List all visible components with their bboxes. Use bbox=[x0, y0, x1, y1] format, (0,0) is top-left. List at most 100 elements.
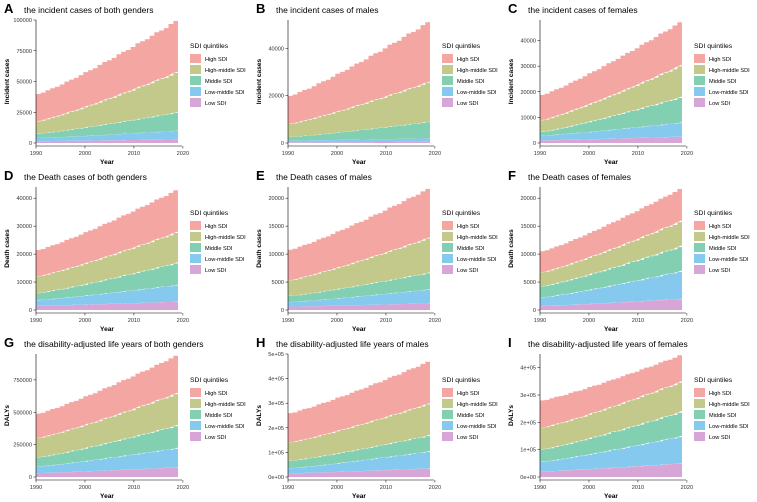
area-low-sdi bbox=[540, 463, 682, 477]
x-tick-label: 2020 bbox=[681, 485, 693, 491]
legend-swatch bbox=[694, 388, 705, 397]
area-high-sdi bbox=[540, 187, 682, 273]
area-low-middle-sdi bbox=[540, 435, 682, 472]
legend-label: High SDI bbox=[709, 224, 732, 230]
x-axis-label: Year bbox=[604, 326, 618, 333]
area-middle-sdi bbox=[36, 424, 178, 467]
y-tick-label: 30000 bbox=[16, 224, 32, 230]
legend-swatch bbox=[190, 98, 201, 107]
area-low-middle-sdi bbox=[288, 450, 430, 474]
area-high-sdi bbox=[288, 20, 430, 124]
legend-swatch bbox=[442, 65, 453, 74]
legend-title: SDI quintiles bbox=[442, 377, 481, 384]
area-low-middle-sdi bbox=[36, 447, 178, 474]
y-tick-label: 50000 bbox=[16, 80, 32, 86]
x-tick-label: 1990 bbox=[282, 151, 294, 157]
y-tick-label: 750000 bbox=[13, 378, 32, 384]
legend-label: High SDI bbox=[457, 224, 480, 230]
legend-label: Low SDI bbox=[205, 435, 227, 441]
legend-swatch bbox=[694, 87, 705, 96]
area-high-sdi bbox=[288, 187, 430, 281]
x-tick-label: 1990 bbox=[534, 151, 546, 157]
legend-swatch bbox=[694, 254, 705, 263]
legend-label: Low-middle SDI bbox=[457, 90, 497, 96]
legend-swatch bbox=[442, 98, 453, 107]
y-tick-label: 1e+05 bbox=[520, 448, 536, 454]
legend-label: Low SDI bbox=[457, 101, 479, 107]
area-low-sdi bbox=[540, 298, 682, 310]
legend-swatch bbox=[190, 432, 201, 441]
legend-label: High SDI bbox=[457, 391, 480, 397]
legend-swatch bbox=[190, 243, 201, 252]
y-tick-label: 0 bbox=[533, 141, 536, 147]
legend-label: Low SDI bbox=[205, 268, 227, 274]
y-tick-label: 0 bbox=[29, 475, 32, 481]
y-tick-label: 250000 bbox=[13, 443, 32, 449]
area-low-middle-sdi bbox=[36, 130, 178, 142]
y-tick-label: 5000 bbox=[524, 280, 536, 286]
legend-label: Low-middle SDI bbox=[709, 90, 749, 96]
y-tick-label: 1e+05 bbox=[268, 450, 284, 456]
legend-swatch bbox=[442, 221, 453, 230]
legend-swatch bbox=[190, 265, 201, 274]
y-tick-label: 20000 bbox=[520, 196, 536, 202]
legend-label: Low SDI bbox=[709, 435, 731, 441]
chart-title: the disability-adjusted life years of ma… bbox=[276, 339, 429, 349]
x-tick-label: 1990 bbox=[534, 485, 546, 491]
y-axis-label: Incident cases bbox=[508, 58, 515, 104]
area-high-middle-sdi bbox=[540, 220, 682, 287]
legend-swatch bbox=[190, 221, 201, 230]
legend-swatch bbox=[694, 221, 705, 230]
x-tick-label: 2000 bbox=[583, 151, 595, 157]
legend-label: High-middle SDI bbox=[205, 68, 246, 74]
y-tick-label: 3e+05 bbox=[268, 401, 284, 407]
legend-label: High-middle SDI bbox=[205, 402, 246, 408]
y-axis-label: Death cases bbox=[256, 229, 263, 268]
legend-swatch bbox=[694, 410, 705, 419]
x-tick-label: 2010 bbox=[632, 151, 644, 157]
y-axis-label: DALYs bbox=[508, 405, 515, 426]
area-middle-sdi bbox=[288, 272, 430, 303]
legend-label: Middle SDI bbox=[709, 413, 737, 419]
legend-swatch bbox=[442, 410, 453, 419]
legend-label: Low-middle SDI bbox=[205, 90, 245, 96]
chart-title: the incident cases of males bbox=[276, 5, 379, 15]
panel-letter: A bbox=[4, 1, 14, 16]
area-high-sdi bbox=[540, 354, 682, 428]
area-middle-sdi bbox=[540, 410, 682, 462]
area-high-middle-sdi bbox=[288, 81, 430, 137]
y-axis-label: DALYs bbox=[256, 405, 263, 426]
legend-label: Low SDI bbox=[457, 435, 479, 441]
x-axis-label: Year bbox=[604, 493, 618, 500]
area-low-sdi bbox=[288, 303, 430, 310]
x-tick-label: 2000 bbox=[79, 151, 91, 157]
chart-title: the Death cases of both genders bbox=[24, 172, 147, 182]
x-tick-label: 2020 bbox=[177, 318, 189, 324]
chart-title: the incident cases of both genders bbox=[24, 5, 153, 15]
legend-label: High-middle SDI bbox=[457, 402, 498, 408]
legend-label: High-middle SDI bbox=[709, 68, 750, 74]
area-low-sdi bbox=[36, 301, 178, 310]
area-low-sdi bbox=[288, 468, 430, 477]
y-tick-label: 10000 bbox=[16, 280, 32, 286]
y-tick-label: 5e+05 bbox=[268, 352, 284, 358]
legend-swatch bbox=[694, 421, 705, 430]
legend-swatch bbox=[442, 76, 453, 85]
legend-swatch bbox=[442, 232, 453, 241]
area-high-sdi bbox=[288, 360, 430, 443]
area-high-middle-sdi bbox=[540, 381, 682, 450]
panel-letter: C bbox=[508, 1, 518, 16]
legend-label: High SDI bbox=[709, 391, 732, 397]
legend-label: Low-middle SDI bbox=[709, 424, 749, 430]
x-tick-label: 2020 bbox=[177, 151, 189, 157]
